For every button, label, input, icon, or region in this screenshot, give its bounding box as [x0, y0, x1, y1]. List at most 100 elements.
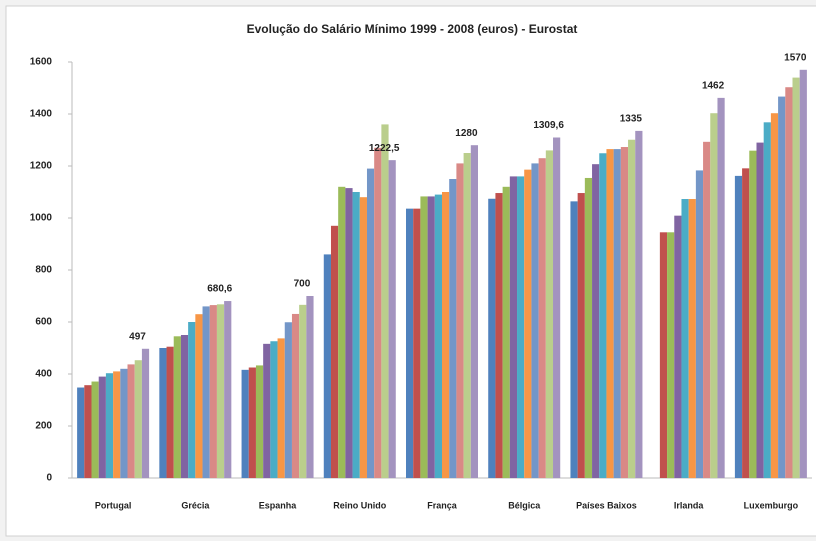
bar: [667, 232, 675, 478]
bar: [120, 368, 128, 478]
bar: [388, 160, 396, 478]
bar: [628, 139, 636, 479]
bar: [188, 322, 196, 478]
bar: [241, 369, 249, 478]
bar: [299, 304, 307, 478]
bar: [209, 305, 217, 478]
bar: [248, 367, 256, 478]
bar: [517, 176, 525, 478]
x-tick-label: França: [427, 500, 458, 510]
bar: [284, 322, 292, 478]
bar: [434, 194, 442, 478]
bar: [270, 341, 278, 478]
bar: [763, 122, 771, 478]
bar: [359, 197, 367, 478]
y-tick-label: 0: [46, 473, 52, 484]
bar: [717, 97, 725, 478]
bar: [413, 208, 421, 478]
x-tick-label: Irlanda: [674, 500, 705, 510]
bar: [710, 113, 718, 478]
bar: [734, 175, 743, 478]
bar: [173, 336, 181, 478]
bar: [77, 387, 85, 478]
bar: [599, 153, 607, 478]
bar: [524, 169, 532, 478]
x-tick-label: Reino Unido: [333, 500, 386, 510]
y-tick-label: 1000: [30, 213, 53, 224]
bar: [338, 186, 346, 479]
bar: [84, 385, 92, 478]
bar: [449, 179, 457, 478]
bar: [442, 192, 450, 478]
x-tick-label: Países Baixos: [576, 500, 637, 510]
bar: [570, 201, 578, 479]
bar: [635, 130, 643, 478]
bar: [756, 142, 764, 478]
bar: [345, 188, 353, 478]
bar: [463, 153, 471, 478]
bar: [584, 177, 593, 478]
bar: [470, 145, 478, 478]
bar: [742, 168, 750, 478]
bar: [216, 304, 225, 478]
bar: [674, 215, 682, 478]
bar: [792, 77, 800, 478]
bar: [98, 376, 106, 478]
bar: [681, 199, 689, 478]
y-tick-label: 200: [35, 421, 52, 432]
bar: [91, 381, 99, 478]
y-tick-label: 1600: [30, 57, 53, 68]
bar: [134, 360, 142, 478]
bar: [688, 199, 696, 478]
data-label: 497: [129, 331, 146, 342]
bar: [323, 254, 331, 478]
bar: [374, 147, 382, 479]
data-label: 1222,5: [369, 143, 400, 154]
bar: [799, 69, 807, 479]
bar: [427, 196, 435, 479]
x-tick-label: Espanha: [259, 500, 298, 510]
bar: [495, 193, 503, 479]
y-tick-label: 1400: [30, 109, 53, 120]
bar: [159, 348, 167, 478]
x-tick-label: Bélgica: [508, 500, 541, 510]
bar: [509, 176, 518, 478]
bar: [420, 196, 428, 479]
data-label: 1335: [620, 114, 643, 125]
bar: [255, 365, 264, 478]
bar: [105, 373, 114, 478]
data-label: 1309,6: [533, 120, 564, 131]
bar: [488, 198, 496, 478]
bar: [703, 141, 711, 478]
bar: [263, 343, 271, 478]
bar: [406, 208, 414, 478]
y-tick-label: 400: [35, 369, 52, 380]
bar: [352, 192, 360, 478]
bar: [545, 150, 554, 478]
bar: [381, 124, 389, 479]
y-tick-label: 1200: [30, 161, 53, 172]
data-label: 1280: [455, 128, 478, 139]
bar: [166, 346, 174, 478]
bar: [770, 113, 779, 478]
bar: [195, 314, 203, 478]
bar: [538, 158, 546, 478]
bar: [659, 232, 668, 478]
bar: [592, 164, 600, 478]
bar: [291, 313, 300, 478]
bar: [531, 163, 539, 478]
bar: [553, 137, 561, 478]
bar: [613, 149, 621, 478]
bar: [695, 170, 704, 479]
bar: [180, 335, 189, 478]
x-tick-label: Portugal: [95, 500, 132, 510]
bar: [330, 225, 339, 478]
bar: [606, 149, 614, 478]
bar: [620, 147, 629, 478]
bar: [785, 87, 793, 478]
data-label: 680,6: [207, 284, 232, 295]
bar: [577, 193, 585, 479]
x-tick-label: Grécia: [181, 500, 210, 510]
